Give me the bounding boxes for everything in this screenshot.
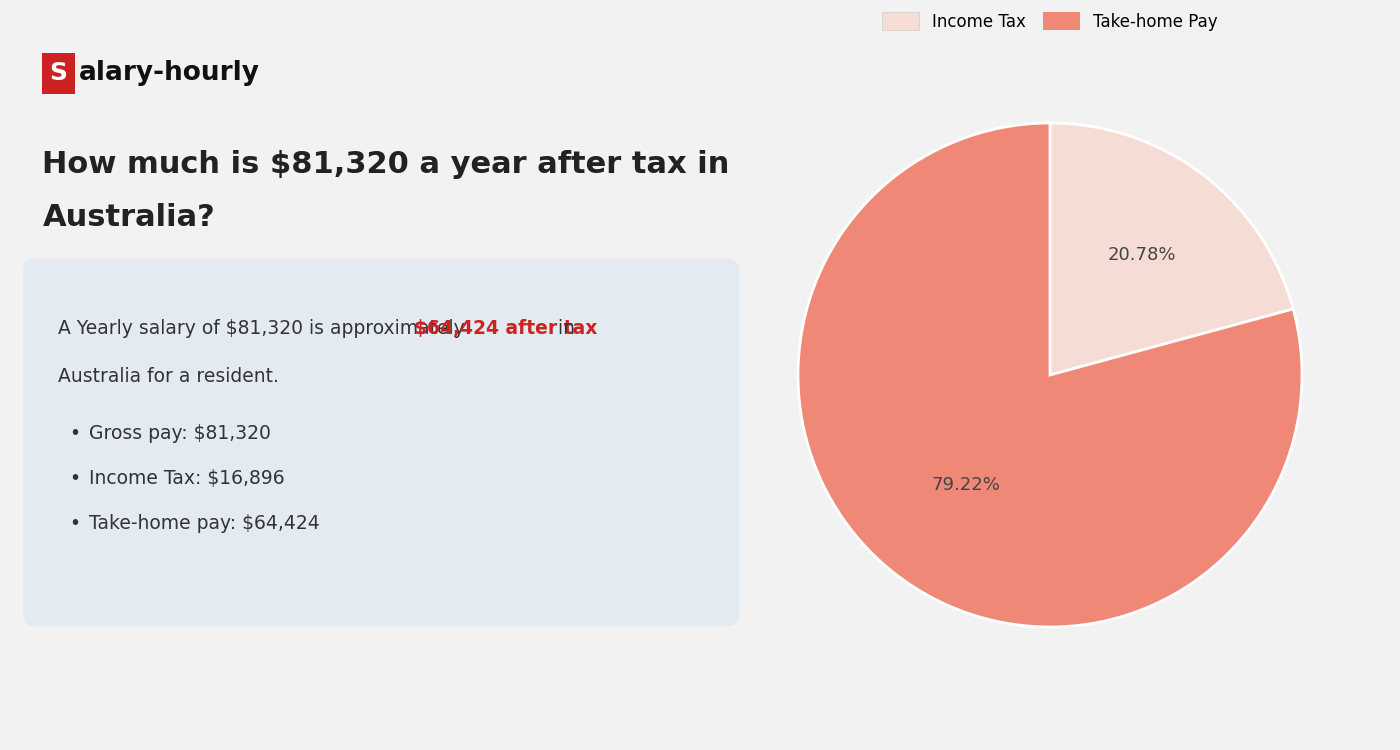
Text: Take-home pay: $64,424: Take-home pay: $64,424 (88, 514, 319, 532)
Text: Income Tax: $16,896: Income Tax: $16,896 (88, 469, 284, 488)
Text: A Yearly salary of $81,320 is approximately: A Yearly salary of $81,320 is approximat… (57, 319, 470, 338)
Text: alary-hourly: alary-hourly (80, 60, 260, 86)
Text: •: • (70, 424, 80, 442)
Text: 20.78%: 20.78% (1107, 246, 1176, 264)
FancyBboxPatch shape (42, 53, 74, 94)
Text: $64,424 after tax: $64,424 after tax (414, 319, 598, 338)
Text: Australia?: Australia? (42, 202, 216, 232)
Text: Gross pay: $81,320: Gross pay: $81,320 (88, 424, 270, 442)
Text: •: • (70, 514, 80, 532)
Text: Australia for a resident.: Australia for a resident. (57, 368, 279, 386)
Text: S: S (49, 61, 67, 85)
Wedge shape (798, 123, 1302, 627)
Text: •: • (70, 469, 80, 488)
Text: How much is $81,320 a year after tax in: How much is $81,320 a year after tax in (42, 150, 729, 179)
Wedge shape (1050, 123, 1294, 375)
FancyBboxPatch shape (22, 259, 739, 626)
Legend: Income Tax, Take-home Pay: Income Tax, Take-home Pay (876, 5, 1224, 38)
Text: in: in (552, 319, 575, 338)
Text: 79.22%: 79.22% (931, 476, 1000, 494)
